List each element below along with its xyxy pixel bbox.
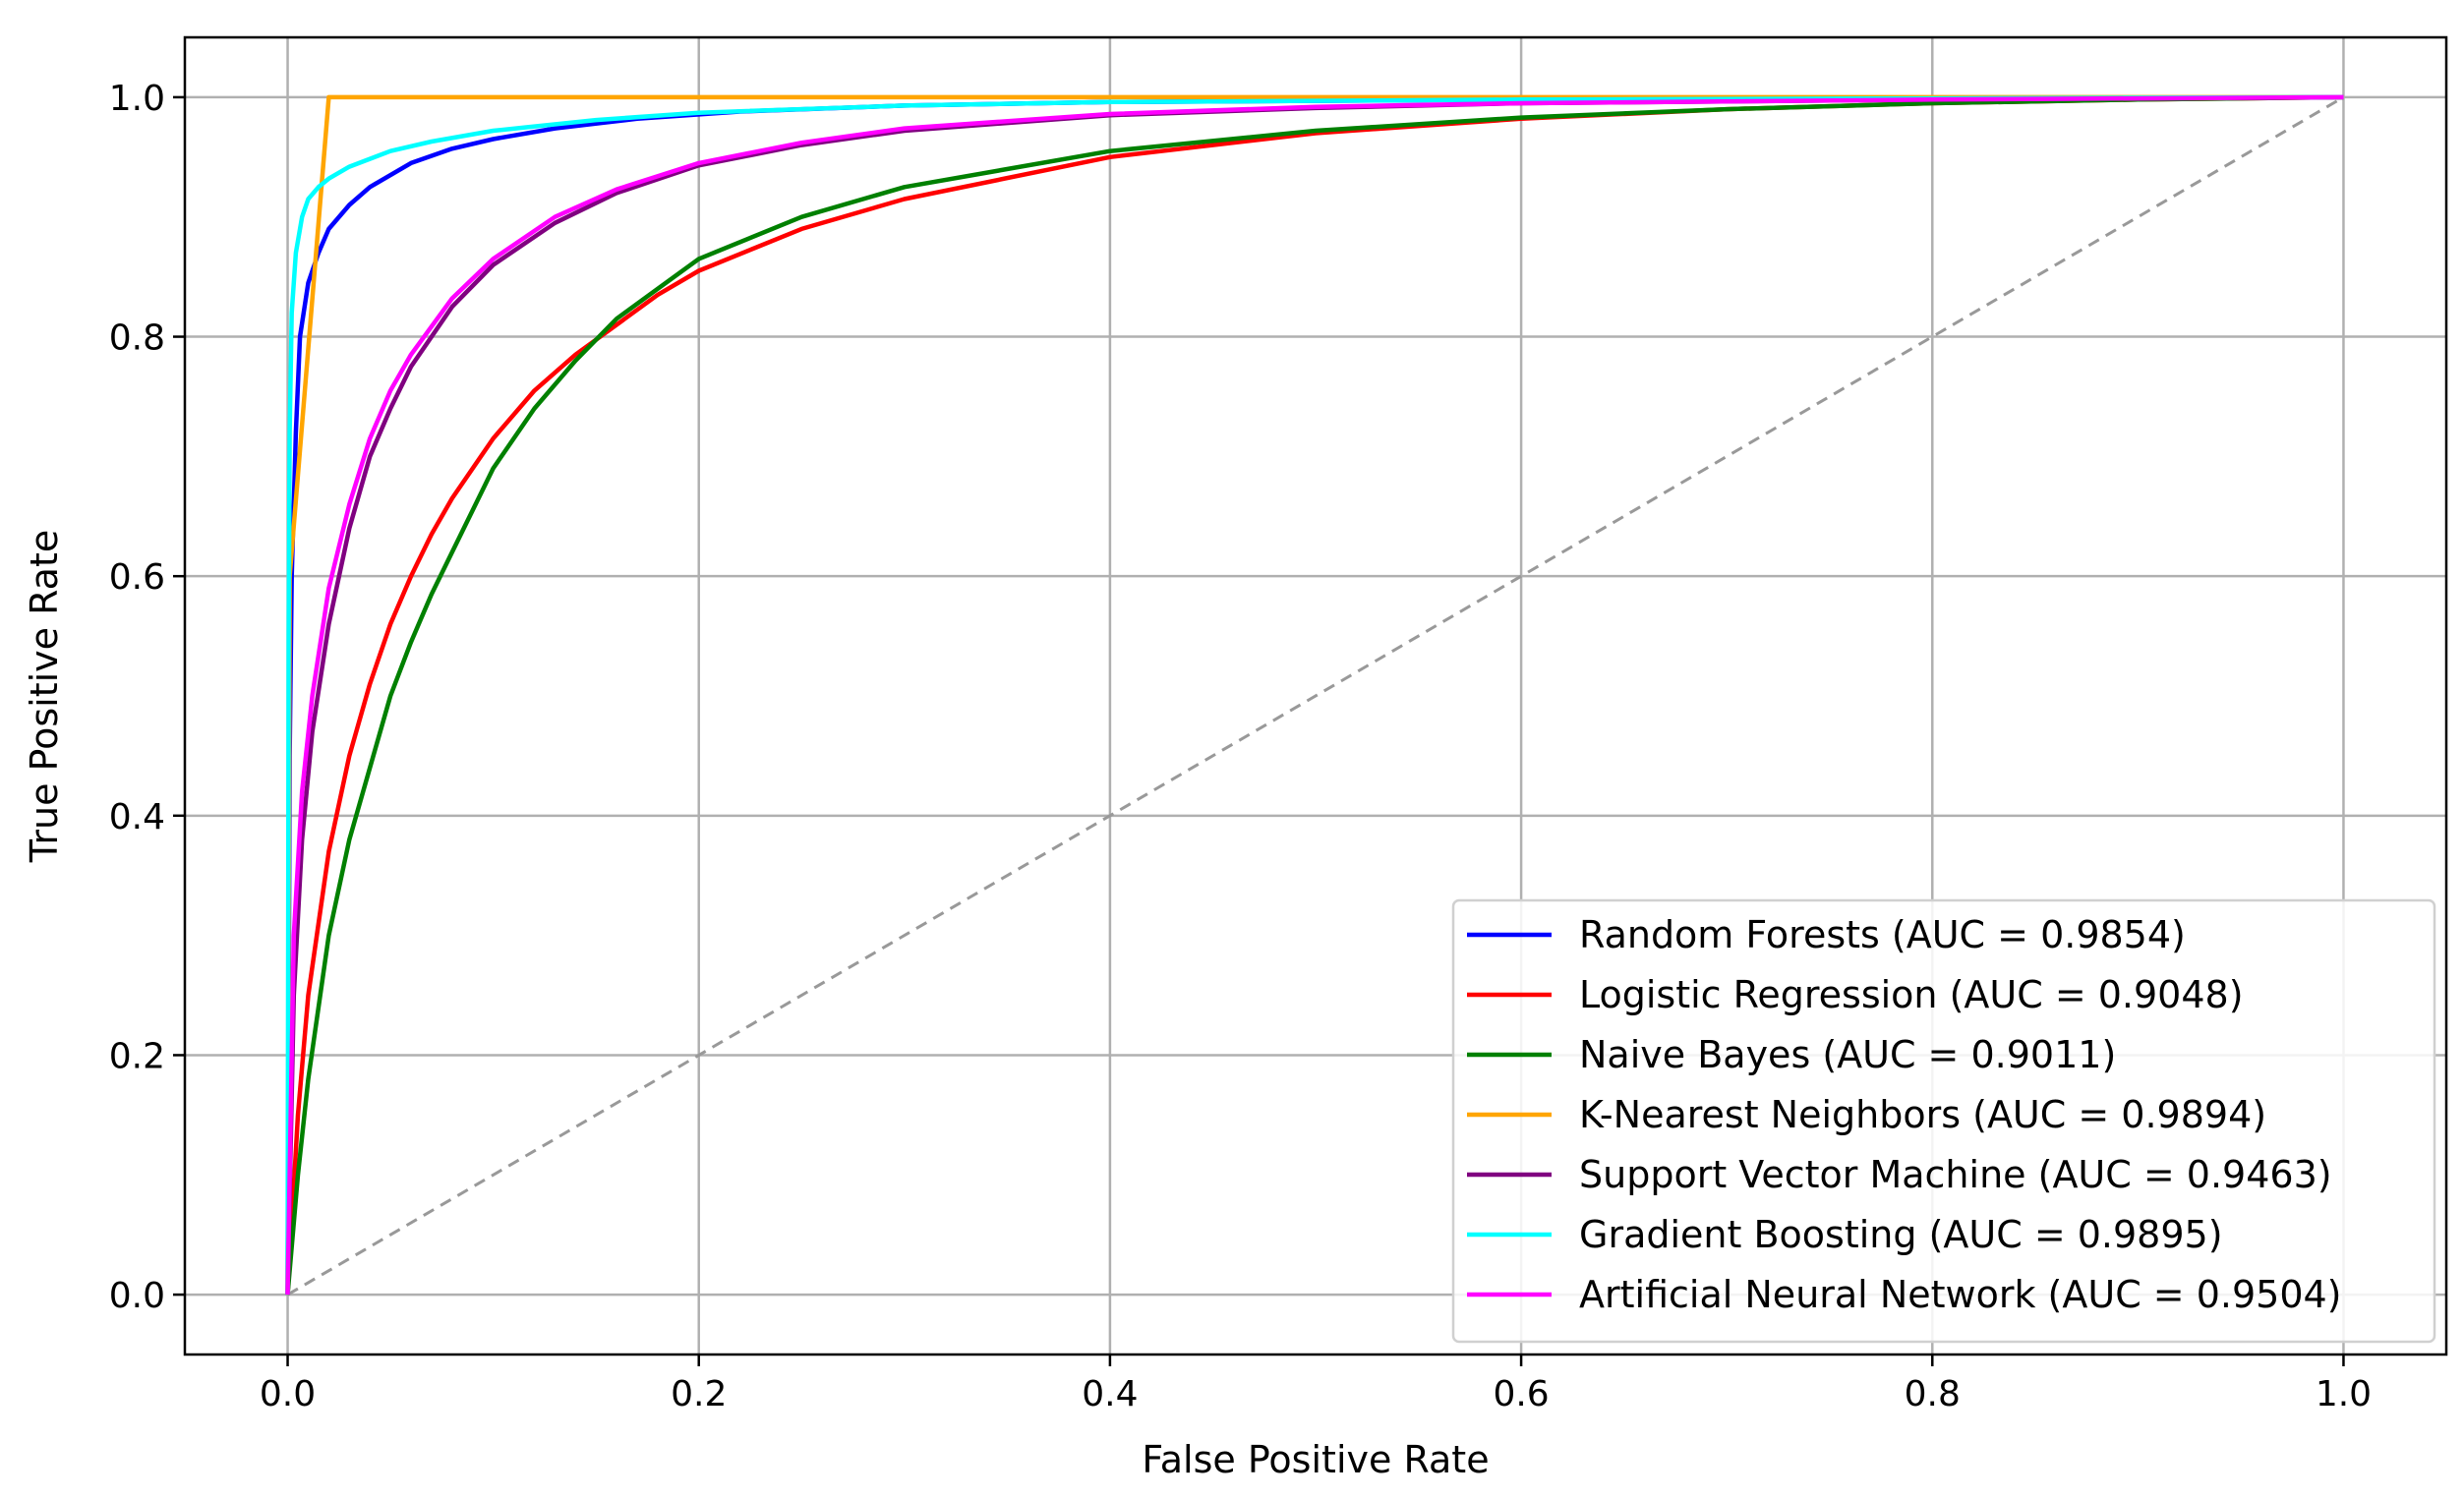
x-tick-label: 0.6	[1493, 1374, 1549, 1414]
y-tick-label: 0.6	[109, 557, 165, 598]
x-tick-label: 0.8	[1905, 1374, 1961, 1414]
y-tick-label: 0.0	[109, 1276, 165, 1316]
y-axis-label: True Positive Rate	[23, 530, 66, 864]
x-tick-label: 0.4	[1082, 1374, 1138, 1414]
axis-ticks: 0.0 0.2 0.4 0.6 0.8 1.0 0.0 0.2 0.4 0.6 0.8 1.0	[109, 79, 2372, 1414]
x-tick-label: 1.0	[2316, 1374, 2372, 1414]
legend-label: Random Forests (AUC = 0.9854)	[1579, 913, 2186, 956]
legend-box	[1451, 898, 2436, 1344]
x-axis-label: False Positive Rate	[1142, 1438, 1489, 1481]
series-line-6	[285, 94, 2344, 1296]
y-tick-label: 0.8	[109, 318, 165, 359]
series-lines	[285, 94, 2344, 1296]
baseline-diagonal	[286, 95, 2345, 1297]
x-tick-label: 0.2	[671, 1374, 727, 1414]
y-tick-label: 0.4	[109, 797, 165, 837]
legend-label: K-Nearest Neighbors (AUC = 0.9894)	[1579, 1093, 2266, 1136]
legend-label: Logistic Regression (AUC = 0.9048)	[1579, 973, 2244, 1016]
series-line-5	[285, 94, 2344, 1296]
legend-label: Support Vector Machine (AUC = 0.9463)	[1579, 1153, 2332, 1196]
plot-frame	[183, 35, 2448, 1356]
legend-label: Naive Bayes (AUC = 0.9011)	[1579, 1033, 2116, 1076]
series-line-2	[285, 94, 2344, 1296]
y-tick-label: 1.0	[109, 79, 165, 119]
x-tick-label: 0.0	[260, 1374, 316, 1414]
legend-label: Gradient Boosting (AUC = 0.9895)	[1579, 1213, 2223, 1256]
y-tick-label: 0.2	[109, 1036, 165, 1076]
baseline-line	[286, 95, 2345, 1297]
legend: Random Forests (AUC = 0.9854) Logistic Re…	[1451, 898, 2436, 1344]
legend-label: Artificial Neural Network (AUC = 0.9504)	[1579, 1273, 2342, 1316]
